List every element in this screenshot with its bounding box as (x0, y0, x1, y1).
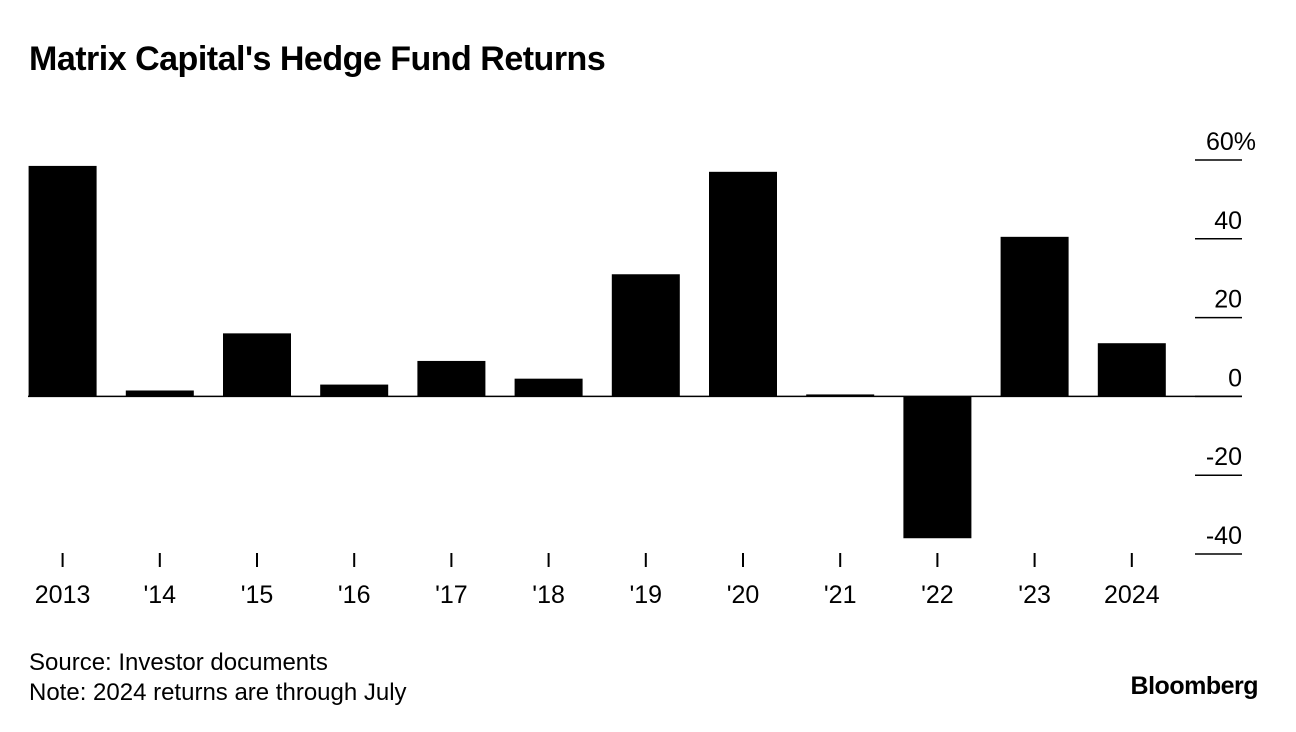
x-tick-label-7: '20 (727, 581, 760, 609)
x-tick-label-11: 2024 (1104, 581, 1160, 609)
bar-4 (417, 360, 486, 397)
x-tick-label-6: '19 (630, 581, 663, 609)
bars-group (28, 165, 1166, 539)
y-tick-label-5: -40 (1206, 522, 1242, 550)
chart-title: Matrix Capital's Hedge Fund Returns (29, 40, 606, 78)
y-tick-label-1: 40 (1214, 207, 1242, 235)
bar-6 (611, 274, 680, 397)
bar-10 (1000, 236, 1069, 397)
source-note: Source: Investor documents (29, 649, 328, 676)
x-tick-label-10: '23 (1018, 581, 1051, 609)
x-tick-label-1: '14 (144, 581, 177, 609)
x-tick-label-0: 2013 (35, 581, 91, 609)
y-tick-label-2: 20 (1214, 286, 1242, 314)
x-axis: 2013 '14 '15 '16 '17 '18 '19 '20 '21 '22 '23 2024 (35, 553, 1160, 609)
y-axis: 60% 40 20 0 -20 -40 (1195, 128, 1256, 555)
footer: Source: Investor documents Note: 2024 re… (29, 648, 407, 708)
bar-11 (1097, 343, 1166, 397)
footnote: Note: 2024 returns are through July (29, 679, 407, 706)
bar-2 (223, 333, 291, 397)
bloomberg-logo: Bloomberg (1130, 672, 1259, 700)
y-tick-label-4: -20 (1206, 443, 1242, 471)
y-tick-label-3: 0 (1228, 364, 1242, 392)
bar-1 (125, 390, 194, 397)
bar-7 (709, 171, 777, 397)
x-tick-label-4: '17 (435, 581, 468, 609)
x-tick-label-3: '16 (338, 581, 371, 609)
bar-chart: 60% 40 20 0 -20 -40 2013 '14 '15 '16 '17 '18 '19 '20… (28, 128, 1256, 609)
bar-5 (514, 378, 583, 397)
bar-3 (320, 384, 389, 397)
x-tick-label-2: '15 (241, 581, 274, 609)
bar-0 (28, 165, 97, 397)
bar-8 (806, 394, 875, 397)
x-tick-label-5: '18 (532, 581, 565, 609)
bar-9 (903, 396, 972, 539)
y-tick-label-0: 60% (1206, 128, 1256, 156)
x-tick-label-8: '21 (824, 581, 857, 609)
x-tick-label-9: '22 (921, 581, 954, 609)
